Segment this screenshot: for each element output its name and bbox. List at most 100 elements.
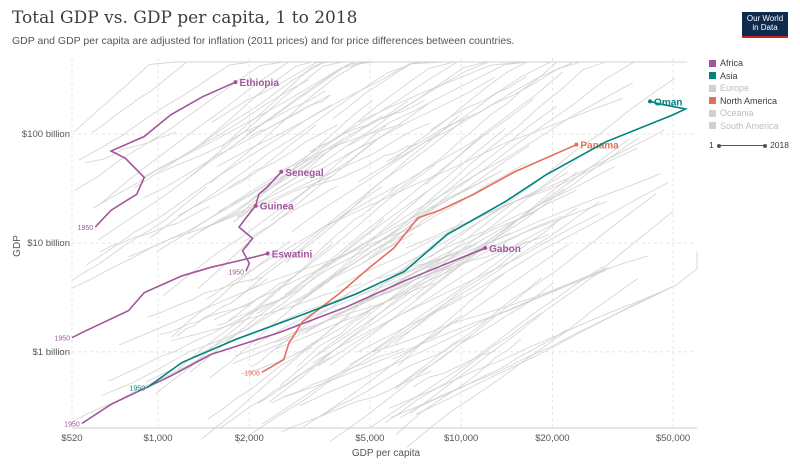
legend-label: Asia (720, 70, 738, 81)
series-line-ethiopia[interactable] (94, 81, 236, 228)
background-trajectory (406, 166, 616, 269)
series-start-year: 1906 (244, 370, 260, 377)
series-label: Panama (580, 141, 619, 152)
highlighted-series: Ethiopia 1950 Guinea 1950 Senegal Eswatini 195… (54, 78, 689, 428)
background-trajectory (143, 95, 330, 199)
series-line-panama[interactable] (261, 143, 577, 373)
x-tick-label: $5,000 (355, 433, 384, 444)
timeline-track[interactable] (717, 145, 767, 146)
background-trajectory (154, 244, 333, 395)
background-trajectory (362, 211, 438, 263)
background-trajectory (351, 264, 452, 309)
background-trajectory (329, 171, 578, 366)
series-end-marker (233, 80, 238, 85)
background-trajectory (74, 61, 307, 191)
background-trajectory (290, 105, 558, 310)
timeline-handle-end[interactable] (763, 143, 767, 148)
background-trajectory (237, 295, 463, 444)
background-trajectory (429, 77, 676, 258)
background-trajectory (218, 356, 331, 429)
x-axis-label: GDP per capita (352, 448, 421, 459)
legend-label: Europe (720, 83, 750, 94)
owid-logo[interactable]: Our World in Data (742, 12, 788, 38)
background-trajectory (329, 193, 657, 442)
background-trajectory (348, 61, 571, 146)
legend-swatch (709, 97, 716, 105)
series-label: Guinea (260, 202, 294, 213)
background-trajectory (261, 240, 527, 425)
series-line-senegal[interactable] (254, 171, 282, 206)
legend-item-europe[interactable]: Europe (709, 82, 779, 95)
legend-swatch (709, 122, 716, 130)
series-start-year: 1950 (228, 269, 244, 276)
background-trajectory (275, 215, 563, 350)
background-trajectory (412, 349, 497, 388)
background-trajectory (388, 286, 673, 409)
background-trajectory (234, 282, 436, 357)
series-label: Oman (654, 97, 682, 108)
background-trajectory (85, 104, 332, 266)
legend-item-africa[interactable]: Africa (709, 57, 779, 70)
background-trajectory (160, 300, 255, 335)
series-end-marker (648, 99, 653, 104)
background-trajectory (240, 347, 313, 375)
series-start-year: 1950 (54, 336, 70, 343)
series-line-gabon[interactable] (81, 247, 486, 425)
background-trajectory (108, 299, 279, 382)
background-trajectory (415, 251, 698, 415)
background-trajectory (250, 115, 469, 282)
background-trajectory (357, 181, 669, 353)
background-trajectory (312, 213, 600, 364)
background-trajectory (425, 71, 564, 186)
background-trajectory (423, 234, 550, 277)
background-trajectory (176, 278, 268, 337)
background-trajectory (187, 100, 409, 240)
series-start-year: 1950 (64, 421, 80, 428)
legend-item-north-america[interactable]: North America (709, 95, 779, 108)
background-trajectory (149, 61, 447, 239)
legend-swatch (709, 59, 716, 67)
series-line-oman[interactable] (146, 100, 689, 389)
background-trajectory (320, 82, 634, 268)
background-trajectory (73, 61, 324, 133)
background-trajectory (359, 173, 661, 296)
legend-item-south-america[interactable]: South America (709, 120, 779, 133)
background-trajectory (377, 243, 477, 280)
background-trajectory (71, 351, 218, 423)
x-tick-label: $20,000 (535, 433, 569, 444)
background-trajectory (163, 103, 429, 296)
background-trajectory (101, 327, 251, 397)
background-trajectory (232, 139, 343, 223)
background-trajectory (232, 244, 472, 365)
background-trajectory (372, 255, 649, 353)
legend-item-oceania[interactable]: Oceania (709, 107, 779, 120)
y-tick-label: $1 billion (33, 347, 71, 358)
timeline[interactable]: 1 2018 (709, 140, 789, 152)
background-trajectory (397, 274, 504, 367)
legend-swatch (709, 72, 716, 80)
background-trajectory (303, 243, 570, 428)
background-trajectory (177, 124, 338, 217)
background-trajectory (296, 310, 371, 368)
x-tick-label: $1,000 (144, 433, 173, 444)
background-country-lines (71, 61, 698, 448)
background-trajectory (237, 186, 383, 299)
background-trajectory (291, 61, 580, 232)
background-trajectory (251, 291, 351, 368)
background-trajectory (299, 267, 609, 407)
background-trajectory (257, 188, 565, 405)
legend-label: Oceania (720, 108, 754, 119)
legend-item-asia[interactable]: Asia (709, 70, 779, 83)
series-label: Eswatini (272, 250, 313, 261)
y-tick-label: $100 billion (22, 129, 70, 140)
background-trajectory (236, 61, 516, 144)
background-trajectory (118, 224, 422, 346)
timeline-handle-start[interactable] (717, 143, 721, 148)
background-trajectory (400, 329, 568, 419)
series-line-eswatini[interactable] (71, 252, 268, 339)
series-line-guinea[interactable] (237, 205, 257, 272)
background-trajectory (91, 61, 187, 133)
background-trajectory (128, 175, 334, 258)
background-trajectory (358, 61, 688, 123)
background-trajectory (349, 201, 600, 366)
